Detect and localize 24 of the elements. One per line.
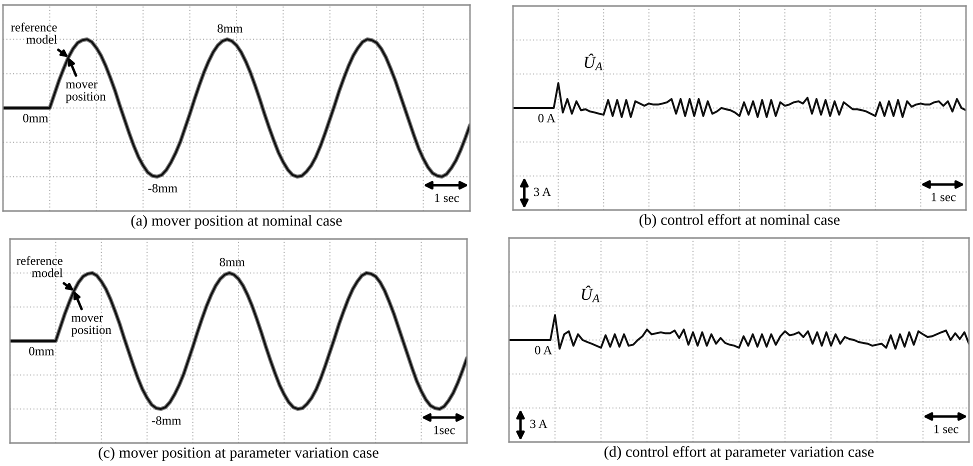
series-label: reference model: [16, 256, 63, 278]
text: 3 A: [530, 420, 548, 428]
series-label: Û$_{A}$: [582, 286, 600, 302]
text: 1 sec: [932, 192, 956, 202]
annotation: 1 sec: [435, 194, 459, 202]
text: 1 sec: [934, 424, 958, 434]
text: (c) mover position at parameter variation case: [98, 447, 378, 461]
annotation: 1sec: [434, 426, 455, 434]
annotation: 0 A: [534, 346, 552, 354]
data-label: 0mm: [29, 346, 54, 356]
annotation: 0 A: [538, 114, 556, 122]
text: 3 A: [534, 188, 552, 196]
data-label: -8mm: [148, 184, 178, 192]
data-label: 8mm: [218, 24, 243, 33]
text: (b) control effort at nominal case: [640, 214, 840, 228]
series-label: reference model: [11, 22, 58, 44]
series-label: mover position: [66, 82, 106, 104]
data-label: 0mm: [23, 114, 48, 122]
series-label: Û$_{A}$: [584, 54, 603, 70]
data-label: -8mm: [152, 416, 182, 425]
text: (a) mover position at nominal case: [131, 215, 342, 229]
text: (d) control effort at parameter variation case: [604, 446, 874, 460]
series-label: mover position: [71, 316, 112, 337]
data-label: 8mm: [220, 258, 245, 266]
